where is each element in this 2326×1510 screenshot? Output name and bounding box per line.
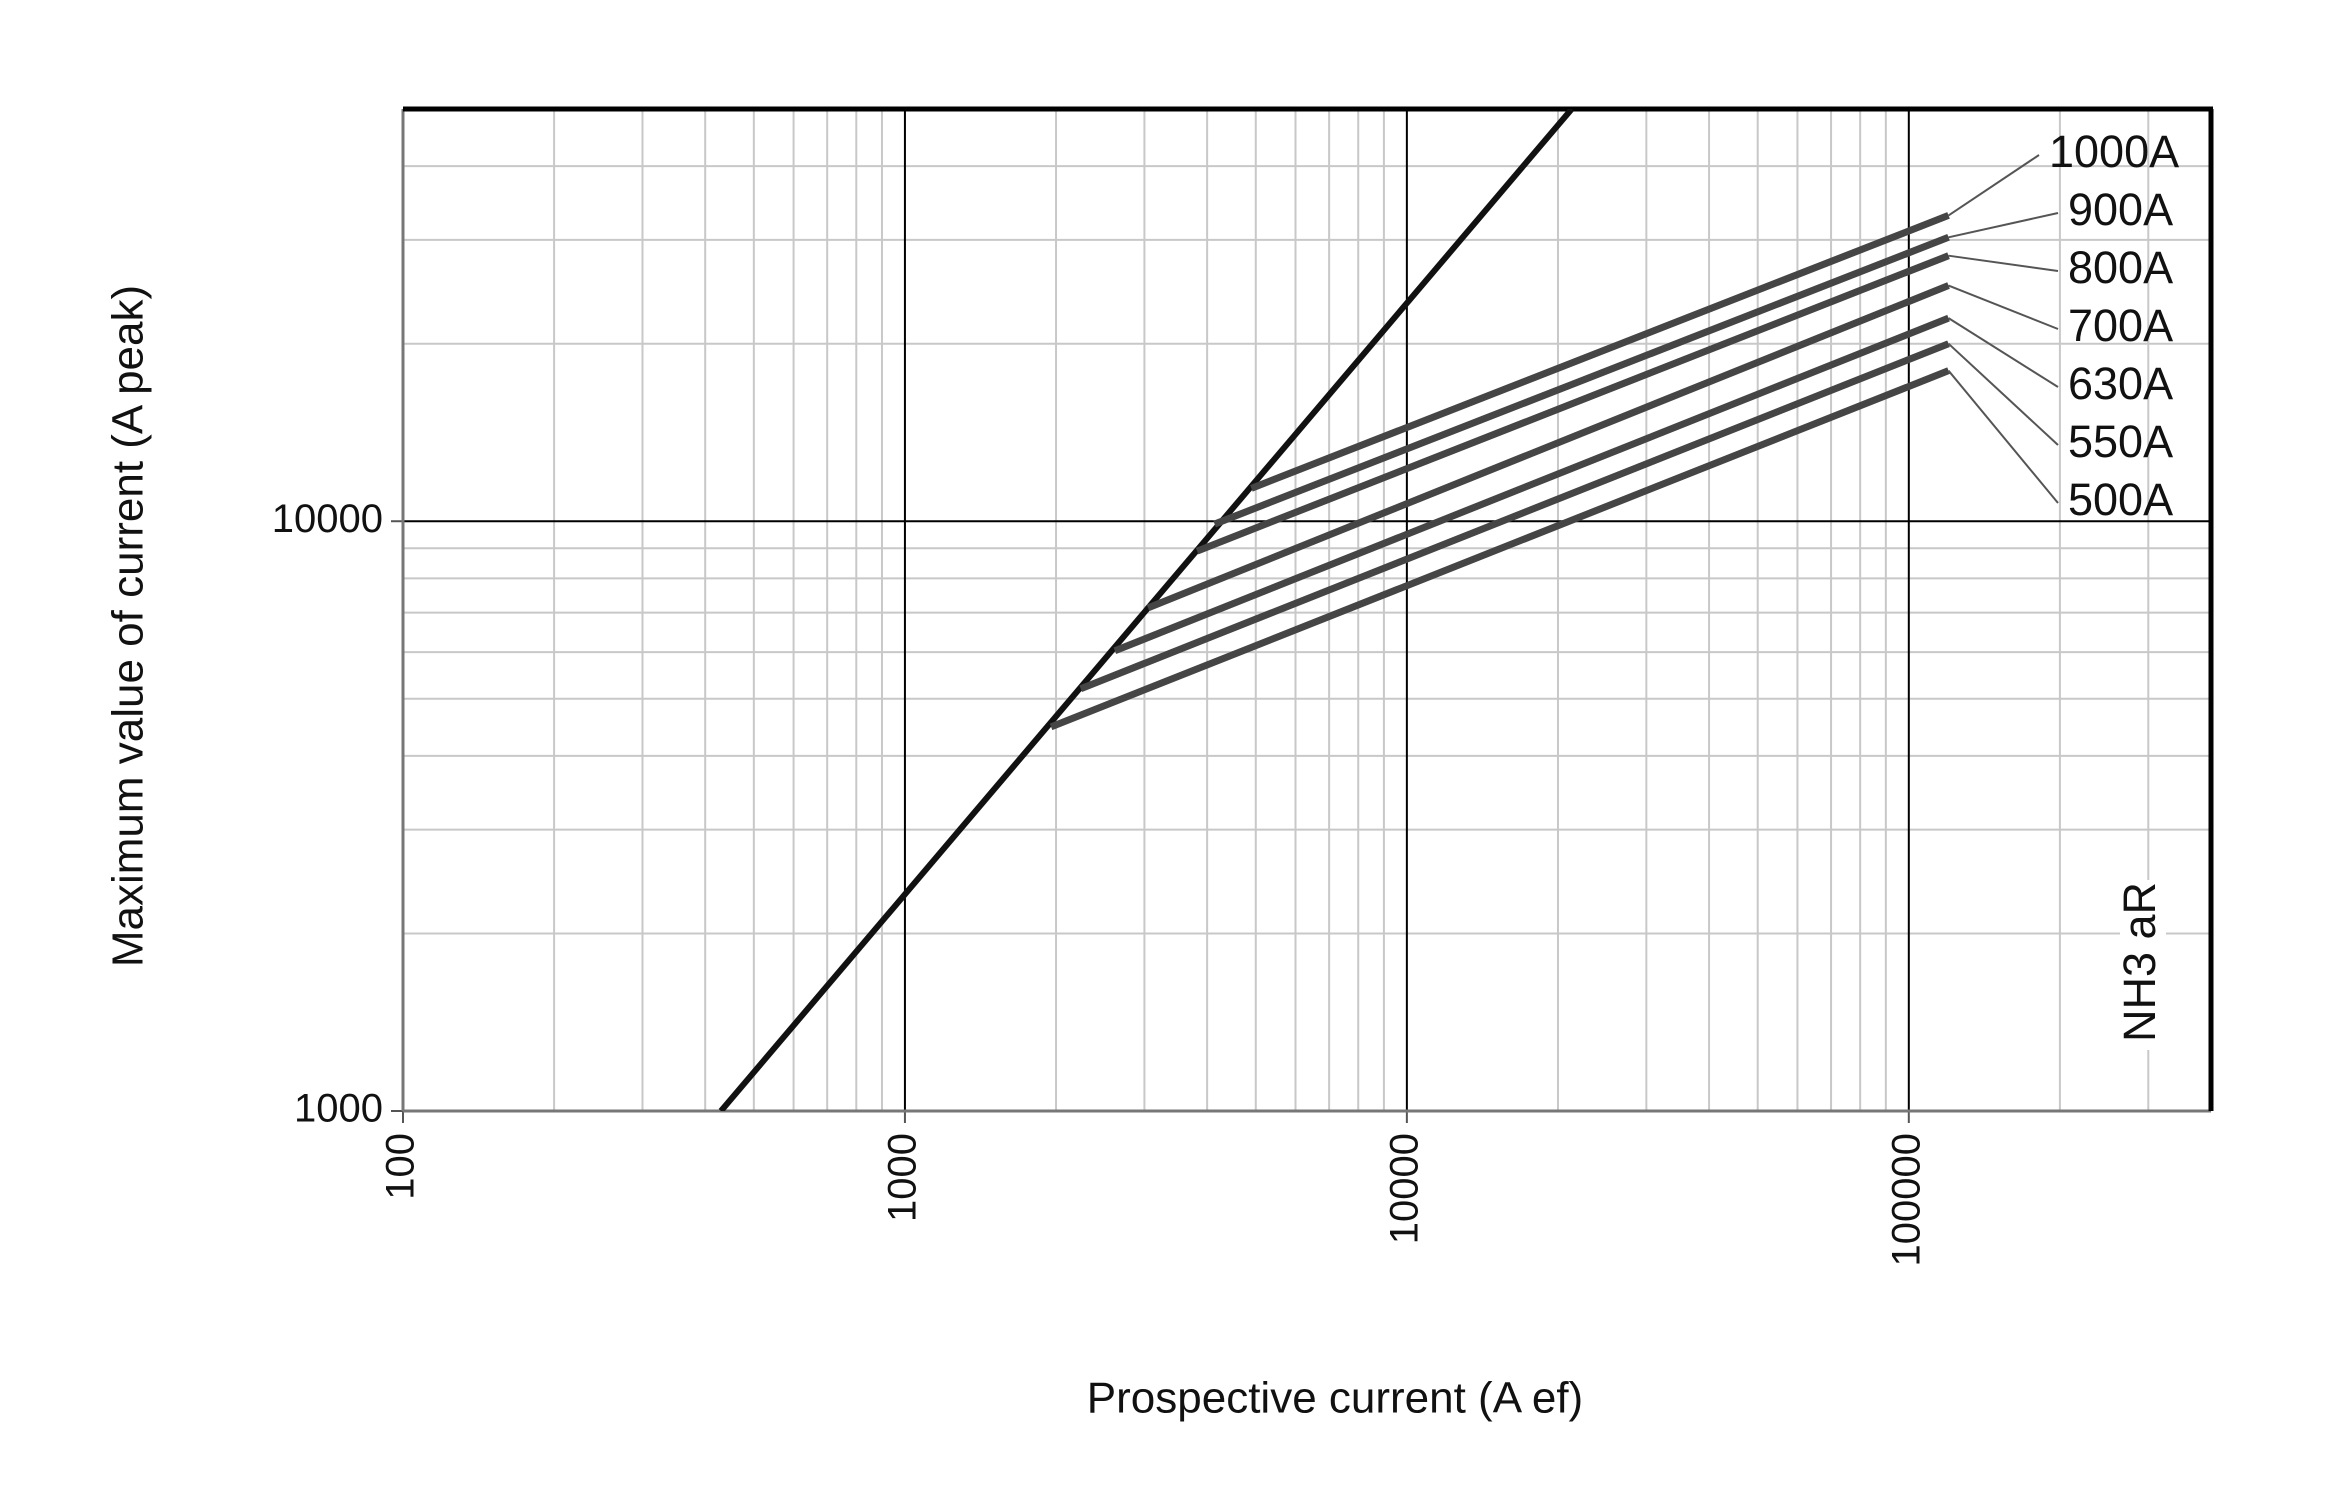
x-tick-label: 1000: [880, 1133, 924, 1222]
series-label: 550A: [2068, 416, 2173, 467]
leader-line: [1948, 212, 2059, 239]
x-axis-label: Prospective current (A ef): [1087, 1374, 1583, 1423]
y-tick-label: 1000: [294, 1087, 383, 1131]
series-label: 630A: [2068, 358, 2173, 409]
leader-line: [1948, 317, 2059, 388]
series-line: [1146, 282, 1950, 612]
series-line: [718, 109, 1574, 1111]
series-label: 500A: [2068, 474, 2173, 525]
leader-line: [1947, 342, 2059, 446]
series-line: [1113, 314, 1950, 655]
x-tick-label: 100000: [1884, 1133, 1928, 1266]
x-tick-label: 10000: [1382, 1133, 1426, 1244]
y-axis-label: Maximum value of current (A peak): [104, 285, 153, 967]
leader-line: [1948, 284, 2059, 330]
annotation: NH3 aR: [2114, 882, 2165, 1042]
annotation-bg: [2120, 880, 2166, 1050]
x-tick-label: 100: [379, 1133, 423, 1200]
series-line: [1250, 212, 1950, 492]
leader-line: [1947, 370, 2059, 504]
series-line: [1195, 252, 1950, 555]
leader-line: [1948, 254, 2059, 272]
series-line: [1213, 234, 1950, 528]
series-line: [1049, 367, 1950, 731]
series-label: 1000A: [2049, 126, 2179, 177]
y-tick-label: 10000: [272, 497, 383, 541]
series-line: [1079, 340, 1950, 692]
leader-line: [1947, 154, 2040, 217]
series-label: 800A: [2068, 242, 2173, 293]
series-label: 900A: [2068, 184, 2173, 235]
series-label: 700A: [2068, 300, 2173, 351]
